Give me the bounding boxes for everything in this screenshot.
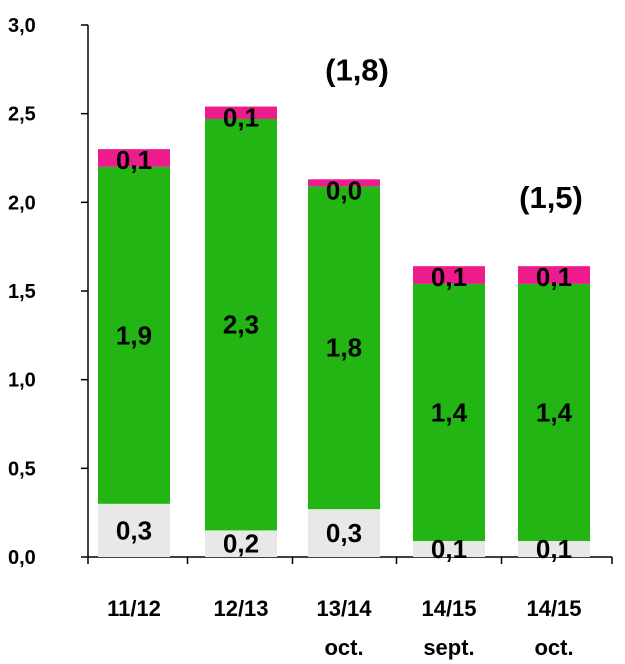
bar-segment [308, 179, 380, 187]
y-tick-label: 1,5 [8, 281, 36, 303]
x-category-label: 11/12 [107, 596, 161, 621]
data-label: 0,1 [116, 145, 152, 175]
data-label: 0,3 [326, 518, 362, 548]
x-category-label: oct. [324, 635, 363, 660]
bar-segment [98, 503, 170, 557]
bar-segment [308, 186, 380, 510]
bar-segment [205, 530, 277, 557]
data-label: 0,1 [223, 103, 259, 133]
x-category-label: 13/14 [316, 596, 372, 621]
data-label: 0,1 [536, 534, 572, 564]
bar-segment [308, 509, 380, 557]
x-category-label: 14/15 [526, 596, 581, 621]
bar-segment [98, 149, 170, 167]
bar-segment [518, 541, 590, 557]
annotation-label: (1,5) [519, 180, 583, 215]
x-category-label: 14/15 [421, 596, 476, 621]
bar-segment [205, 118, 277, 531]
y-tick-label: 0,0 [8, 547, 36, 569]
bar-segment [518, 266, 590, 284]
bar-segment [98, 166, 170, 504]
y-tick-label: 2,0 [8, 192, 36, 214]
bar-segment [205, 106, 277, 119]
x-category-label: oct. [534, 635, 573, 660]
data-label: 0,0 [326, 175, 362, 205]
y-tick-label: 2,5 [8, 104, 36, 126]
y-tick-label: 1,0 [8, 370, 36, 392]
data-label: 1,4 [431, 397, 468, 427]
data-label: 1,9 [116, 320, 152, 350]
bar-segment [518, 283, 590, 542]
data-label: 0,1 [431, 262, 467, 292]
x-category-label: 12/13 [213, 596, 268, 621]
data-label: 0,3 [116, 515, 152, 545]
data-label: 1,8 [326, 333, 362, 363]
data-label: 1,4 [536, 397, 573, 427]
bar-segment [413, 283, 485, 542]
y-tick-label: 0,5 [8, 458, 36, 480]
data-label: 0,2 [223, 529, 259, 559]
x-category-label: sept. [423, 635, 474, 660]
data-label: 0,1 [536, 262, 572, 292]
annotation-label: (1,8) [325, 52, 389, 87]
bar-segment [413, 541, 485, 557]
bar-segment [413, 266, 485, 284]
y-tick-label: 3,0 [8, 15, 36, 37]
data-label: 2,3 [223, 310, 259, 340]
data-label: 0,1 [431, 534, 467, 564]
